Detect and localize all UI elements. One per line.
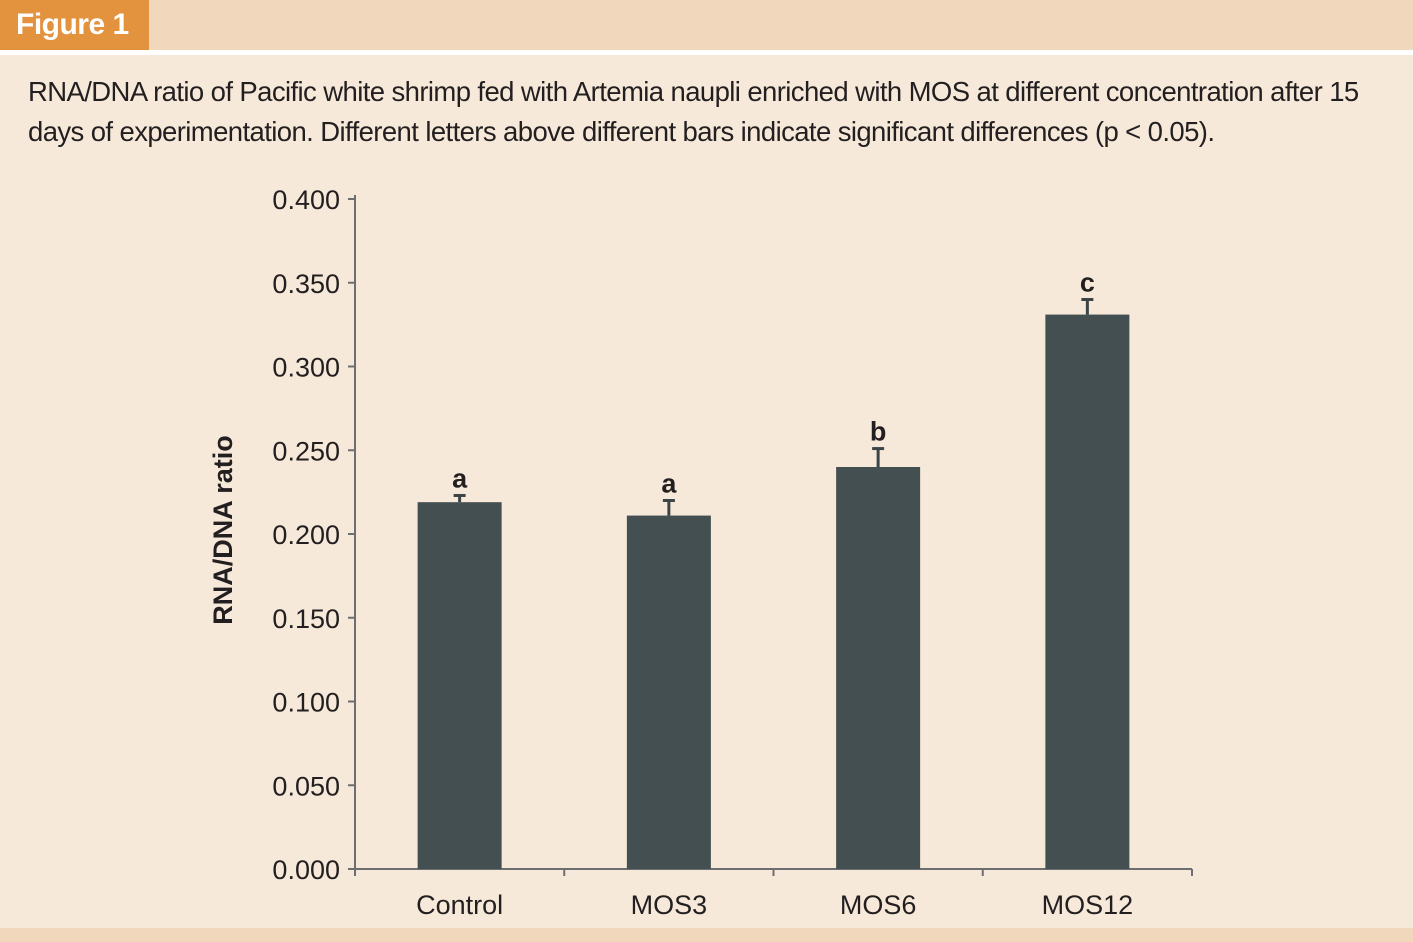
y-axis-label: RNA/DNA ratio: [208, 435, 238, 625]
y-tick-label: 0.400: [272, 185, 340, 215]
header-bar: [0, 0, 1413, 50]
y-tick-label: 0.150: [272, 604, 340, 634]
header-divider: [0, 50, 1413, 55]
significance-letter: c: [1080, 268, 1095, 298]
y-tick-label: 0.000: [272, 855, 340, 885]
x-axis-ticks: Control MOS3 MOS6 MOS12: [354, 869, 1193, 920]
significance-letter: a: [661, 469, 677, 499]
y-tick-label: 0.050: [272, 771, 340, 801]
bar-mos6: [836, 467, 921, 869]
significance-letter: a: [452, 463, 468, 493]
x-tick-label: Control: [416, 890, 503, 920]
significance-letter: b: [870, 417, 887, 447]
y-axis-ticks: 0.000 0.050 0.100 0.150 0.200 0.250 0.300 0.350…: [272, 185, 355, 885]
x-tick-label: MOS12: [1042, 890, 1134, 920]
x-tick-label: MOS3: [631, 890, 708, 920]
bar-mos12: [1045, 314, 1130, 869]
y-tick-label: 0.250: [272, 436, 340, 466]
bar-control: [417, 502, 502, 869]
figure-caption: RNA/DNA ratio of Pacific white shrimp fe…: [28, 76, 1359, 147]
bar-mos3: [626, 515, 711, 869]
y-tick-label: 0.100: [272, 688, 340, 718]
y-tick-label: 0.350: [272, 269, 340, 299]
footer-bar: [0, 928, 1413, 942]
y-tick-label: 0.200: [272, 520, 340, 550]
y-tick-label: 0.300: [272, 353, 340, 383]
x-tick-label: MOS6: [840, 890, 917, 920]
chart-bars: a a b c: [417, 268, 1130, 869]
figure-label: Figure 1: [0, 0, 149, 50]
